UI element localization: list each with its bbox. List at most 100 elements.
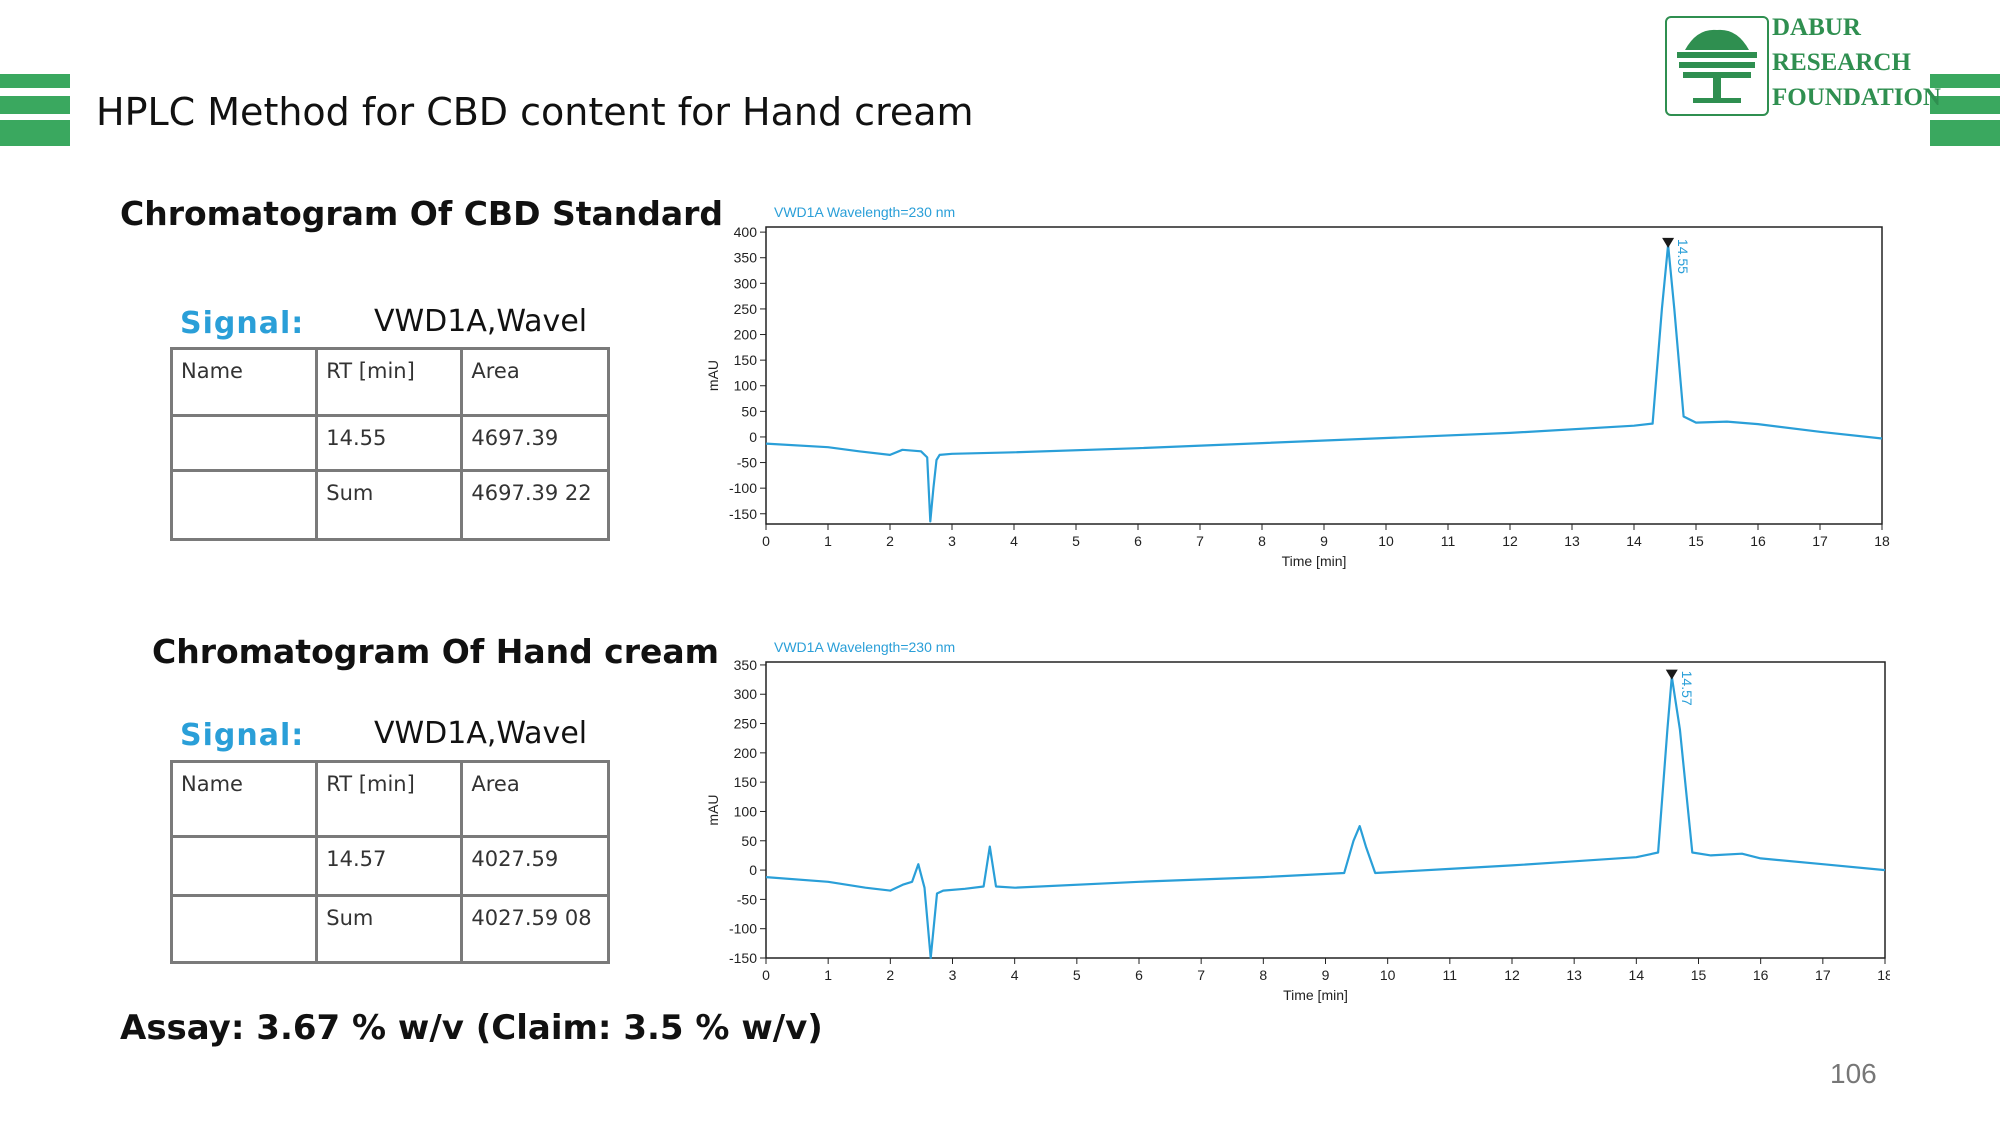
peak-label: 14.55 bbox=[1675, 239, 1691, 274]
table-header-row: Name RT [min] Area bbox=[169, 347, 610, 417]
peak-table-hand-cream: Name RT [min] Area 14.57 4027.59 Sum 402… bbox=[169, 760, 610, 964]
signal-value-hand-cream: VWD1A,Wavel bbox=[374, 716, 588, 751]
x-tick-label: 15 bbox=[1688, 533, 1704, 549]
x-tick-label: 17 bbox=[1815, 967, 1831, 983]
logo: DABUR RESEARCH FOUNDATION bbox=[1662, 10, 1941, 116]
y-tick-label: 200 bbox=[734, 745, 758, 761]
plot-frame bbox=[765, 661, 1886, 959]
x-tick-label: 15 bbox=[1691, 967, 1707, 983]
table-cell: 4697.39 bbox=[460, 414, 610, 472]
slide-title: HPLC Method for CBD content for Hand cre… bbox=[96, 90, 974, 134]
table-header-name: Name bbox=[169, 347, 319, 417]
y-tick-label: 150 bbox=[734, 352, 758, 368]
y-tick-label: 50 bbox=[741, 403, 757, 419]
y-tick-label: -150 bbox=[729, 506, 757, 522]
x-tick-label: 6 bbox=[1134, 533, 1142, 549]
y-tick-label: 400 bbox=[734, 224, 758, 240]
chart-title: VWD1A Wavelength=230 nm bbox=[774, 639, 955, 655]
logo-line-3: FOUNDATION bbox=[1772, 84, 1941, 111]
table-header-row: Name RT [min] Area bbox=[169, 760, 610, 838]
x-tick-label: 1 bbox=[824, 967, 832, 983]
page-number: 106 bbox=[1830, 1058, 1877, 1089]
x-tick-label: 10 bbox=[1378, 533, 1394, 549]
y-tick-label: 0 bbox=[749, 429, 757, 445]
peak-marker bbox=[1665, 669, 1678, 680]
y-tick-label: 250 bbox=[734, 716, 758, 732]
y-axis-label: mAU bbox=[705, 794, 721, 825]
logo-line-2: RESEARCH bbox=[1772, 49, 1911, 76]
x-axis-label: Time [min] bbox=[1283, 987, 1348, 1003]
signal-value-standard: VWD1A,Wavel bbox=[374, 304, 588, 339]
x-tick-label: 5 bbox=[1073, 967, 1081, 983]
table-cell: 14.57 bbox=[315, 835, 464, 897]
x-tick-label: 4 bbox=[1010, 533, 1018, 549]
table-header-area: Area bbox=[460, 760, 610, 838]
x-tick-label: 6 bbox=[1135, 967, 1143, 983]
y-tick-label: 150 bbox=[734, 774, 758, 790]
table-cell bbox=[169, 835, 319, 897]
y-tick-label: 50 bbox=[741, 833, 757, 849]
x-tick-label: 11 bbox=[1443, 967, 1458, 983]
x-tick-label: 18 bbox=[1874, 533, 1890, 549]
table-row: 14.55 4697.39 bbox=[169, 414, 610, 472]
y-tick-label: -100 bbox=[729, 921, 757, 937]
x-tick-label: 13 bbox=[1564, 533, 1580, 549]
chromatogram-standard-chart: VWD1A Wavelength=230 nm-150-100-50050100… bbox=[705, 204, 1890, 569]
table-header-rt: RT [min] bbox=[315, 760, 464, 838]
table-cell: 4027.59 08 bbox=[460, 894, 610, 964]
section-heading-standard: Chromatogram Of CBD Standard bbox=[120, 194, 724, 233]
table-cell bbox=[169, 469, 319, 541]
assay-result: Assay: 3.67 % w/v (Claim: 3.5 % w/v) bbox=[120, 1008, 823, 1048]
y-tick-label: -50 bbox=[737, 891, 757, 907]
signal-label-standard: Signal: bbox=[180, 306, 305, 341]
y-tick-label: 350 bbox=[734, 250, 758, 266]
x-tick-label: 9 bbox=[1320, 533, 1328, 549]
table-cell: Sum bbox=[315, 894, 464, 964]
accent-bar-left-2 bbox=[0, 96, 70, 114]
x-tick-label: 10 bbox=[1380, 967, 1396, 983]
accent-bar-right-1 bbox=[1930, 74, 2000, 88]
accent-bar-left-3 bbox=[0, 120, 70, 146]
signal-label-hand-cream: Signal: bbox=[180, 718, 305, 753]
table-cell bbox=[169, 894, 319, 964]
table-row: Sum 4697.39 22 bbox=[169, 469, 610, 541]
table-cell bbox=[169, 414, 319, 472]
y-tick-label: 250 bbox=[734, 301, 758, 317]
y-tick-label: 100 bbox=[734, 378, 758, 394]
x-tick-label: 0 bbox=[762, 967, 770, 983]
table-cell: Sum bbox=[315, 469, 464, 541]
x-tick-label: 2 bbox=[886, 967, 894, 983]
y-tick-label: -100 bbox=[729, 480, 757, 496]
x-tick-label: 8 bbox=[1258, 533, 1266, 549]
x-tick-label: 0 bbox=[762, 533, 770, 549]
accent-bar-right-3 bbox=[1930, 120, 2000, 146]
peak-marker bbox=[1662, 237, 1675, 248]
x-tick-label: 16 bbox=[1750, 533, 1766, 549]
x-tick-label: 9 bbox=[1322, 967, 1330, 983]
table-cell: 14.55 bbox=[315, 414, 464, 472]
y-tick-label: 300 bbox=[734, 686, 758, 702]
accent-bar-left-1 bbox=[0, 74, 70, 88]
peak-label: 14.57 bbox=[1679, 671, 1695, 706]
table-cell: 4697.39 22 bbox=[460, 469, 610, 541]
x-tick-label: 2 bbox=[886, 533, 894, 549]
x-tick-label: 16 bbox=[1753, 967, 1769, 983]
y-tick-label: 300 bbox=[734, 275, 758, 291]
y-tick-label: 0 bbox=[749, 862, 757, 878]
tree-icon bbox=[1665, 16, 1769, 116]
x-tick-label: 3 bbox=[948, 533, 956, 549]
x-tick-label: 17 bbox=[1812, 533, 1828, 549]
logo-line-1: DABUR bbox=[1772, 14, 1861, 41]
x-tick-label: 3 bbox=[949, 967, 957, 983]
chromatogram-hand-cream-chart: VWD1A Wavelength=230 nm-150-100-50050100… bbox=[705, 639, 1890, 1003]
x-tick-label: 13 bbox=[1566, 967, 1582, 983]
section-heading-hand-cream: Chromatogram Of Hand cream bbox=[152, 632, 720, 671]
peak-table-standard: Name RT [min] Area 14.55 4697.39 Sum 469… bbox=[169, 347, 610, 541]
table-cell: 4027.59 bbox=[460, 835, 610, 897]
y-axis-label: mAU bbox=[705, 360, 721, 391]
series-line bbox=[765, 675, 1886, 960]
y-tick-label: -150 bbox=[729, 950, 757, 966]
x-tick-label: 7 bbox=[1196, 533, 1204, 549]
x-tick-label: 12 bbox=[1504, 967, 1520, 983]
x-tick-label: 4 bbox=[1011, 967, 1019, 983]
